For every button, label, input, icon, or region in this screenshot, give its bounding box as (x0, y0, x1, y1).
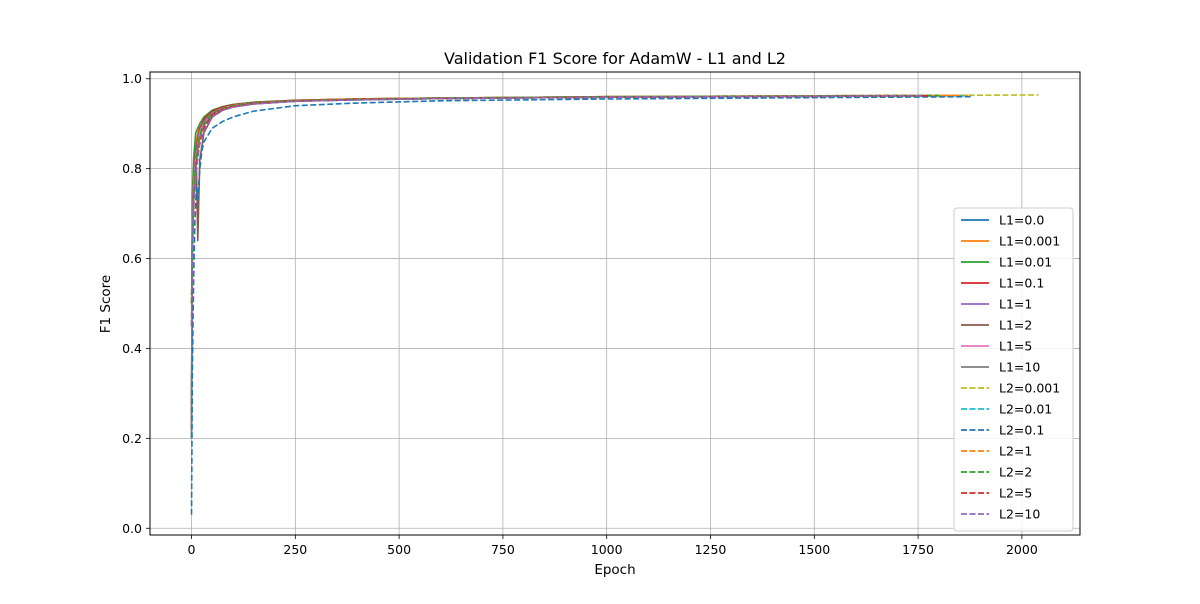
legend-label: L1=0.01 (999, 255, 1052, 270)
legend-label: L2=0.1 (999, 423, 1044, 438)
y-tick-label: 0.2 (122, 431, 142, 446)
y-tick-label: 0.4 (122, 341, 142, 356)
plot-background (150, 72, 1080, 535)
legend-label: L1=0.0 (999, 213, 1044, 228)
x-tick-label: 1000 (591, 542, 623, 557)
plot-frame (149, 71, 1081, 536)
x-tick-label: 0 (188, 542, 196, 557)
legend-label: L2=10 (999, 507, 1040, 522)
legend-label: L1=1 (999, 297, 1032, 312)
x-tick-label: 1500 (798, 542, 830, 557)
series-line-l2-5 (190, 95, 931, 326)
legend-label: L1=0.001 (999, 234, 1060, 249)
series-line-l2-0-1 (190, 95, 973, 515)
x-tick-label: 500 (387, 542, 411, 557)
x-tick-label: 1250 (695, 542, 727, 557)
grid-lines (150, 72, 1080, 535)
legend-label: L2=1 (999, 444, 1032, 459)
x-axis-ticks: 0 250 500 750 1000 1250 1500 1750 2000 (188, 535, 1038, 557)
legend-label: L2=2 (999, 465, 1032, 480)
x-tick-label: 250 (283, 542, 307, 557)
legend-label: L2=0.001 (999, 381, 1060, 396)
y-tick-label: 0.6 (122, 251, 142, 266)
series-line-l2-10 (190, 95, 923, 326)
legend: L1=0.0 L1=0.001 L1=0.01 L1=0.1 L1=1 L1=2 L1=5 L… (953, 207, 1074, 532)
legend-label: L1=10 (999, 360, 1040, 375)
y-axis-label: F1 Score (98, 275, 114, 333)
legend-label: L1=2 (999, 318, 1032, 333)
legend-label: L1=0.1 (999, 276, 1044, 291)
series-lines (190, 94, 1039, 515)
y-tick-label: 1.0 (122, 71, 142, 86)
x-tick-label: 2000 (1006, 542, 1038, 557)
legend-label: L2=5 (999, 486, 1032, 501)
y-axis-ticks: 0.0 0.2 0.4 0.6 0.8 1.0 (122, 71, 150, 536)
chart-title: Validation F1 Score for AdamW - L1 and L… (444, 49, 786, 68)
x-axis-label: Epoch (594, 562, 635, 578)
x-tick-label: 750 (491, 542, 515, 557)
x-tick-label: 1750 (902, 542, 934, 557)
legend-label: L1=5 (999, 339, 1032, 354)
y-tick-label: 0.8 (122, 161, 142, 176)
y-tick-label: 0.0 (122, 521, 142, 536)
legend-label: L2=0.01 (999, 402, 1052, 417)
